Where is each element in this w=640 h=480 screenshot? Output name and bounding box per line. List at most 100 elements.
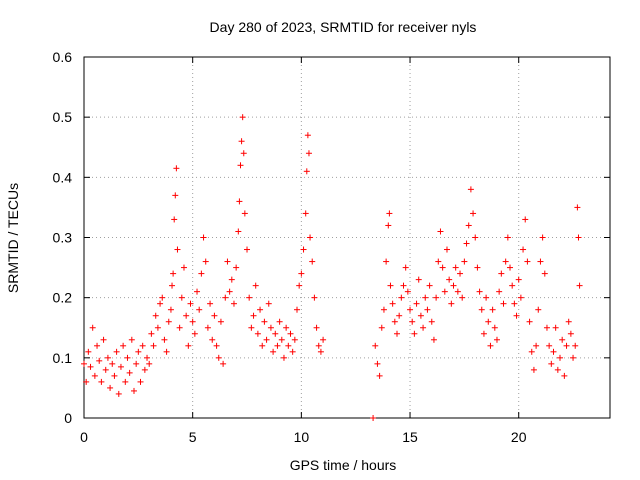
data-point [315,342,322,349]
axis-ticks: 0 0.1 0.2 0.3 0.4 0.5 0.6 0 5 10 15 20 [53,49,610,445]
data-point [480,330,487,337]
data-point [550,348,557,355]
x-tick-label: 10 [294,429,310,445]
data-point [246,294,253,301]
data-point [224,258,231,265]
data-point [443,246,450,253]
data-point [465,222,472,229]
data-point [117,363,124,370]
data-point [263,336,270,343]
data-point [248,324,255,331]
grid-lines [84,57,610,418]
data-point [413,300,420,307]
x-tick-label: 15 [402,429,418,445]
data-point [230,300,237,307]
data-point [235,228,242,235]
data-point [228,276,235,283]
data-point [530,366,537,373]
data-point [552,324,559,331]
data-point [386,210,393,217]
data-point [81,360,87,367]
data-point [370,415,377,421]
data-point [178,294,185,301]
data-point [291,336,298,343]
data-point [389,300,396,307]
data-point [533,342,540,349]
data-point [535,306,542,313]
data-point [239,114,246,121]
data-point [441,288,448,295]
y-tick-label: 0.6 [53,49,73,65]
data-point [574,204,581,211]
data-point [502,258,509,265]
data-point [476,288,483,295]
data-point [115,390,122,397]
data-point [83,378,90,385]
data-point [483,294,490,301]
data-point [543,324,550,331]
data-point [548,360,555,367]
data-point [417,312,424,319]
data-point [109,360,116,367]
data-point [559,336,566,343]
data-point [130,387,137,394]
data-point [407,306,414,313]
data-point [461,258,468,265]
data-point [422,294,429,301]
data-point [396,312,403,319]
data-point [272,330,279,337]
data-point [528,348,535,355]
data-point [450,282,457,289]
x-tick-label: 20 [511,429,527,445]
data-point [515,276,522,283]
data-point [174,246,181,253]
data-point [472,234,479,241]
data-point [317,348,324,355]
data-point [374,360,381,367]
data-point [89,324,96,331]
data-point [150,342,157,349]
data-point [154,324,161,331]
plot-frame [83,56,611,419]
data-point [437,228,444,235]
data-point [133,360,140,367]
data-point [163,348,170,355]
data-point [283,324,290,331]
data-point [409,318,416,325]
data-point [570,354,577,361]
data-point [274,342,281,349]
data-point [428,318,435,325]
data-point [185,342,192,349]
data-point [296,282,303,289]
data-point [385,222,392,229]
data-point [211,312,218,319]
data-point [448,300,455,307]
data-point [439,264,446,271]
data-point [446,276,453,283]
data-point [463,240,470,247]
data-point [220,360,227,367]
data-point [85,348,92,355]
data-point [300,246,307,253]
data-point [485,318,492,325]
data-point [257,306,264,313]
data-point [170,270,177,277]
data-point [202,258,209,265]
data-point [237,162,244,169]
data-point [522,216,529,223]
data-point [457,270,464,277]
data-point [278,336,285,343]
data-point [270,348,277,355]
data-point [565,318,572,325]
data-point [320,336,327,343]
data-point [287,330,294,337]
data-point [433,294,440,301]
data-point [259,342,266,349]
data-point [120,342,127,349]
data-point [100,336,107,343]
data-point [513,312,520,319]
data-point [176,324,183,331]
data-point [267,324,274,331]
data-point [126,369,133,376]
